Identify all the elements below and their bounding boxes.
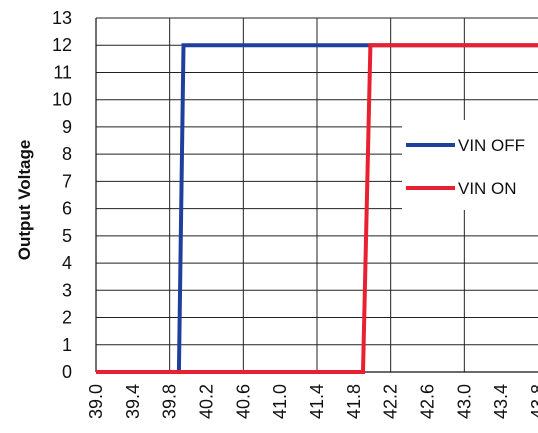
x-tick-label: 39.4: [123, 384, 143, 419]
legend: VIN OFF VIN ON: [402, 120, 538, 210]
legend-box: [402, 120, 538, 210]
y-tick-label: 8: [62, 144, 72, 164]
y-tick-label: 2: [62, 308, 72, 328]
x-tick-label: 40.6: [233, 384, 253, 419]
series-line-vin-on: [96, 43, 538, 374]
y-axis-title: Output Voltage: [15, 140, 34, 261]
y-tick-label: 13: [52, 8, 72, 28]
y-tick-label: 4: [62, 253, 72, 273]
y-tick-label: 6: [62, 199, 72, 219]
x-tick-label: 42.6: [418, 384, 438, 419]
y-tick-label: 11: [53, 62, 72, 82]
x-tick-label: 39.0: [86, 384, 106, 419]
x-tick-label: 42.2: [381, 384, 401, 419]
x-tick-label: 43.8: [528, 384, 538, 419]
y-tick-label: 1: [62, 335, 72, 355]
x-tick-label: 41.0: [270, 384, 290, 419]
y-tick-label: 0: [62, 362, 72, 382]
y-tick-label: 10: [52, 90, 72, 110]
y-tick-label: 7: [62, 171, 72, 191]
y-tick-label: 3: [62, 280, 72, 300]
y-tick-label: 9: [62, 117, 72, 137]
y-tick-label: 12: [52, 35, 72, 55]
x-tick-label: 39.8: [160, 384, 180, 419]
plot-series: [96, 43, 538, 374]
x-tick-label: 40.2: [197, 384, 217, 419]
legend-label: VIN ON: [458, 179, 517, 198]
x-tick-label: 41.8: [344, 384, 364, 419]
x-tick-label: 41.4: [307, 384, 327, 419]
x-tick-label: 43.0: [454, 384, 474, 419]
legend-label: VIN OFF: [458, 136, 525, 155]
y-tick-label: 5: [62, 226, 72, 246]
x-tick-label: 43.4: [491, 384, 511, 419]
